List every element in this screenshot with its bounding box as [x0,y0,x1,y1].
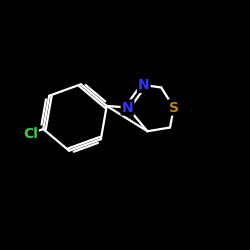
Text: S: S [169,100,179,114]
Text: N: N [122,100,133,114]
Text: N: N [138,78,149,92]
Text: Cl: Cl [23,127,38,141]
